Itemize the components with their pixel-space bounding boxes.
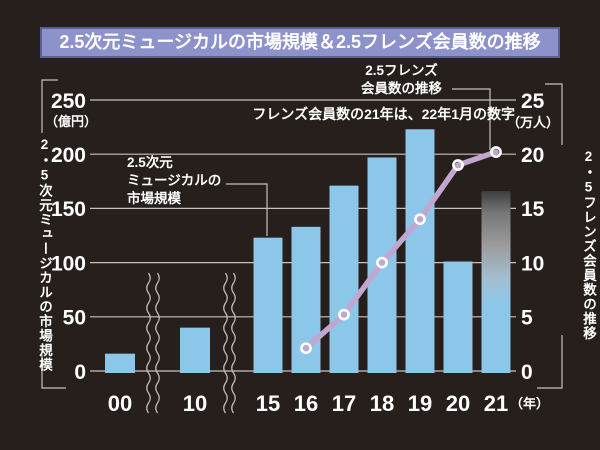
line-series-annotation: 2.5フレンズ 会員数の推移 (361, 63, 442, 96)
chart-title: 2.5次元ミュージカルの市場規模＆2.5フレンズ会員数の推移 (40, 27, 560, 58)
left-tick-label: 200 (51, 144, 86, 167)
membership-marker (300, 342, 312, 355)
membership-marker (376, 256, 388, 269)
membership-marker (414, 213, 426, 226)
right-tick-label: 15 (521, 198, 545, 221)
footnote-annotation: フレンズ会員数の21年は、22年1月の数字 (252, 106, 515, 122)
axis-title-bracket (545, 83, 563, 145)
right-axis-unit-label: （万人） (507, 115, 560, 130)
x-tick-label-16: 16 (294, 391, 318, 416)
axis-break-wave (231, 272, 236, 414)
membership-marker (338, 308, 350, 321)
bar-17 (329, 185, 359, 373)
bar-19 (405, 129, 435, 373)
left-axis-unit-label: （億円） (45, 114, 98, 129)
bar-21 (481, 191, 511, 373)
axis-title-bracket (537, 335, 563, 389)
bar-series-annotation: 2.5次元 ミュージカルの 市場規模 (127, 155, 222, 206)
x-tick-label-21: 21 (484, 391, 508, 416)
left-tick-label: 100 (51, 252, 86, 275)
bar-15 (253, 237, 283, 373)
bar-16 (291, 226, 321, 373)
right-tick-label: 10 (521, 252, 544, 275)
bar-20 (443, 261, 473, 373)
line-annotation-leader (452, 88, 491, 150)
bar-10 (180, 327, 210, 373)
left-tick-label: 50 (63, 307, 86, 330)
x-axis-unit-label: （年） (510, 396, 550, 411)
membership-line (303, 149, 499, 351)
membership-marker (452, 159, 464, 171)
left-tick-label: 0 (74, 361, 86, 384)
right-tick-label: 5 (521, 307, 533, 330)
axis-title-bracket (41, 79, 58, 133)
right-tick-label: 20 (521, 144, 544, 167)
x-tick-label-00: 00 (108, 391, 132, 416)
x-tick-label-20: 20 (446, 391, 470, 416)
axis-break-wave (155, 272, 160, 414)
left-tick-label: 250 (51, 90, 86, 113)
axis-break-wave (223, 272, 228, 414)
left-axis-title: 2・5次元ミュージカルの市場規模 (37, 137, 52, 372)
axis-title-bracket (41, 355, 66, 389)
right-tick-label: 25 (521, 90, 545, 113)
x-tick-label-10: 10 (183, 391, 207, 416)
x-tick-label-15: 15 (256, 391, 280, 416)
x-tick-label-18: 18 (370, 391, 394, 416)
axis-break-wave (146, 272, 151, 414)
bar-00 (105, 353, 135, 373)
right-axis-title: 2・5フレンズ会員数の推移 (581, 149, 596, 341)
x-tick-label-17: 17 (332, 391, 356, 416)
membership-marker (490, 146, 502, 158)
x-tick-label-19: 19 (408, 391, 432, 416)
bar-annotation-leader (226, 183, 268, 236)
right-tick-label: 0 (521, 361, 533, 384)
left-tick-label: 150 (51, 198, 86, 221)
